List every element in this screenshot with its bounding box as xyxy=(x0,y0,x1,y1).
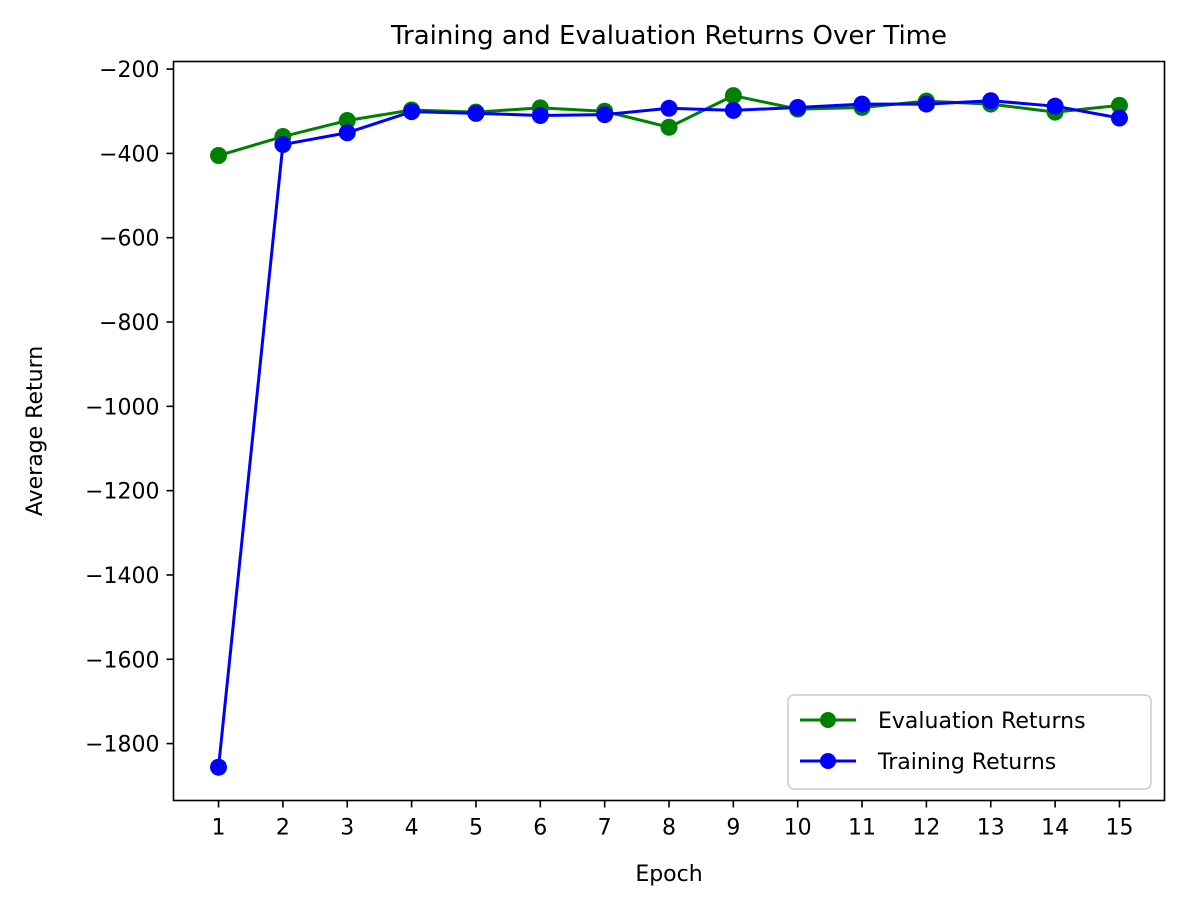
x-tick-label: 3 xyxy=(340,816,354,841)
training-returns-point xyxy=(596,106,614,124)
y-tick-label: −400 xyxy=(99,142,159,167)
training-returns-point xyxy=(403,103,421,121)
y-tick-label: −1800 xyxy=(85,733,159,758)
x-tick-label: 8 xyxy=(662,816,676,841)
y-tick-label: −600 xyxy=(99,227,159,252)
training-returns-point xyxy=(853,95,871,113)
x-tick-label: 13 xyxy=(977,816,1005,841)
legend-training-returns-label: Training Returns xyxy=(877,750,1056,775)
legend-training-returns-marker xyxy=(820,753,836,769)
chart-title: Training and Evaluation Returns Over Tim… xyxy=(390,21,947,51)
training-returns-point xyxy=(274,136,292,154)
x-axis-title: Epoch xyxy=(635,862,702,887)
legend-evaluation-returns-label: Evaluation Returns xyxy=(878,709,1086,734)
training-returns-point xyxy=(467,104,485,122)
training-returns-point xyxy=(210,758,228,776)
training-returns-point xyxy=(660,99,678,117)
y-tick-label: −800 xyxy=(99,311,159,336)
legend-box xyxy=(787,694,1152,790)
x-tick-label: 4 xyxy=(405,816,419,841)
y-tick-label: −1200 xyxy=(85,480,159,505)
x-tick-label: 9 xyxy=(726,816,740,841)
evaluation-returns-point xyxy=(210,147,228,165)
training-returns-point xyxy=(917,95,935,113)
x-tick-label: 6 xyxy=(533,816,547,841)
training-returns-point xyxy=(1046,97,1064,115)
x-tick-label: 7 xyxy=(598,816,612,841)
x-axis: 1 2 3 4 5 6 7 8 9 10 11 12 13 14 15 xyxy=(212,800,1133,841)
evaluation-returns-point xyxy=(1110,96,1128,114)
y-tick-label: −1600 xyxy=(85,648,159,673)
x-tick-label: 15 xyxy=(1105,816,1133,841)
x-tick-label: 5 xyxy=(469,816,483,841)
training-returns-point xyxy=(338,124,356,142)
x-tick-label: 12 xyxy=(912,816,940,841)
x-tick-label: 1 xyxy=(212,816,226,841)
training-returns-point xyxy=(724,101,742,119)
y-tick-label: −1400 xyxy=(85,564,159,589)
training-returns-point xyxy=(1110,109,1128,127)
training-returns-point xyxy=(531,106,549,124)
plot-area xyxy=(210,87,1128,776)
training-returns-point xyxy=(982,92,1000,110)
y-tick-label: −1000 xyxy=(85,395,159,420)
x-tick-label: 11 xyxy=(848,816,876,841)
evaluation-returns-point xyxy=(724,87,742,105)
evaluation-returns-point xyxy=(338,112,356,130)
x-tick-label: 10 xyxy=(784,816,812,841)
y-axis-title: Average Return xyxy=(23,346,48,516)
evaluation-returns-point xyxy=(660,118,678,136)
y-tick-label: −200 xyxy=(99,58,159,83)
x-tick-label: 2 xyxy=(276,816,290,841)
training-returns-point xyxy=(789,98,807,116)
legend: Evaluation Returns Training Returns xyxy=(787,694,1152,790)
x-tick-label: 14 xyxy=(1041,816,1069,841)
y-axis: −1800 −1600 −1400 −1200 −1000 −800 −600 −400 −20… xyxy=(85,58,174,758)
legend-evaluation-returns-marker xyxy=(820,712,836,728)
